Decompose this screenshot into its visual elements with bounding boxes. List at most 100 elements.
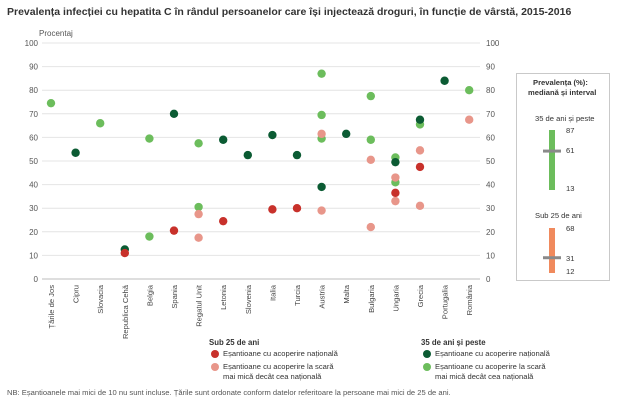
y-tick-label-left: 20 (29, 228, 38, 237)
data-point (219, 135, 228, 144)
data-point (145, 134, 154, 143)
x-tick-label: Cipru (72, 285, 81, 303)
data-point (120, 248, 129, 258)
x-tick-labels: Țările de Jos Cipru Slovacia Republica Cehă… (47, 284, 474, 339)
y-tick-label-right: 80 (486, 86, 495, 95)
x-tick-label: Portugalia (441, 284, 450, 319)
legend-over35-national-marker (423, 350, 431, 358)
data-point (366, 135, 375, 144)
y-tick-label-right: 0 (486, 275, 491, 284)
data-point (317, 69, 326, 78)
gridlines (42, 42, 480, 280)
data-point (391, 157, 400, 167)
y-tick-label-right: 40 (486, 181, 495, 190)
y-tick-label-left: 60 (29, 133, 38, 142)
side-panel-title-line2: mediană și interval (528, 88, 597, 97)
y-tick-label-left: 100 (25, 39, 39, 48)
legend-under25-title: Sub 25 de ani (209, 338, 260, 347)
y-tick-label-left: 80 (29, 86, 38, 95)
y-tick-label-left: 30 (29, 204, 38, 213)
data-point (243, 150, 252, 160)
data-point (71, 148, 80, 157)
data-point (268, 205, 277, 214)
x-tick-label: Regatul Unit (195, 284, 204, 327)
x-tick-label: România (465, 284, 474, 315)
side-panel-over35-min: 13 (566, 184, 575, 193)
y-tick-labels-right: 0 10 20 30 40 50 60 70 80 90 100 (486, 39, 500, 284)
x-tick-label: Bulgaria (367, 284, 376, 313)
data-point (342, 129, 351, 139)
side-panel-over35-max: 87 (566, 126, 575, 135)
data-point (440, 76, 449, 85)
side-panel-over35-median: 61 (566, 146, 575, 155)
data-points (46, 69, 474, 258)
side-panel (516, 73, 610, 281)
legend-under25-national-label: Eșantioane cu acoperire națională (223, 349, 338, 358)
data-point (46, 98, 56, 108)
x-tick-label: Grecia (416, 284, 425, 307)
x-tick-label: Ungaria (391, 284, 400, 311)
data-point (465, 86, 474, 95)
data-point (465, 115, 474, 124)
data-point (415, 146, 425, 155)
legend-under25-national-marker (211, 350, 219, 358)
x-tick-label: Belgia (145, 284, 154, 306)
data-point (169, 226, 179, 235)
x-tick-label: Italia (268, 284, 277, 301)
data-point (366, 91, 375, 101)
side-panel-title-line1: Prevalența (%): (533, 78, 588, 87)
data-point (292, 150, 302, 160)
y-tick-label-right: 20 (486, 228, 495, 237)
y-tick-label-right: 100 (486, 39, 500, 48)
data-point (169, 109, 179, 119)
x-tick-label: Spania (170, 284, 179, 308)
data-point (415, 201, 425, 211)
y-tick-label-right: 10 (486, 251, 495, 260)
side-panel-graphic (543, 130, 561, 273)
y-tick-label-left: 0 (34, 275, 39, 284)
y-tick-labels-left: 0 10 20 30 40 50 60 70 80 90 100 (25, 39, 39, 284)
x-tick-label: Turcia (293, 284, 302, 306)
data-point (317, 110, 326, 120)
data-point (366, 222, 375, 232)
side-panel-over35-label: 35 de ani și peste (535, 114, 595, 123)
data-point (194, 139, 203, 148)
side-panel-under25-label: Sub 25 de ani (535, 211, 582, 220)
side-over35-interval-median-marker (543, 149, 561, 153)
legend-over35-national-label: Eșantioane cu acoperire națională (435, 349, 550, 358)
legend-over35-subnational-label2: mai mică decât cea națională (435, 372, 534, 381)
x-tick-label: Republica Cehă (121, 284, 130, 339)
data-point (194, 233, 203, 242)
legend-under25-subnational-label1: Eșantioane cu acoperire la scară (223, 362, 334, 371)
data-point (317, 129, 326, 139)
data-point (96, 119, 105, 128)
legend-under25-subnational-marker (211, 363, 219, 371)
y-axis-label: Procentaj (39, 29, 73, 38)
x-tick-label: Slovacia (96, 284, 105, 313)
x-tick-label: Slovenia (244, 284, 253, 314)
y-tick-label-left: 70 (29, 110, 38, 119)
y-tick-label-right: 90 (486, 63, 495, 72)
data-point (415, 115, 425, 124)
side-under25-interval-bar (549, 228, 555, 273)
data-point (145, 232, 154, 241)
legend-over35-title: 35 de ani și peste (421, 338, 486, 347)
data-point (268, 130, 277, 140)
chart-title: Prevalența infecției cu hepatita C în râ… (7, 6, 572, 18)
y-tick-label-right: 30 (486, 204, 495, 213)
legend-under25-subnational-label2: mai mică decât cea națională (223, 372, 322, 381)
side-over35-interval-bar (549, 130, 555, 190)
data-point (194, 202, 203, 212)
data-point (219, 216, 228, 226)
data-point (366, 155, 375, 165)
data-point (415, 162, 425, 172)
legend-over35-subnational-marker (423, 363, 431, 371)
x-tick-label: Letonia (219, 284, 228, 310)
data-point (194, 209, 203, 219)
x-tick-label: Malta (342, 284, 351, 303)
data-point (317, 182, 326, 192)
y-tick-label-left: 50 (29, 157, 38, 166)
legend-over35-subnational-label1: Eșantioane cu acoperire la scară (435, 362, 546, 371)
side-panel-under25-min: 12 (566, 267, 575, 276)
